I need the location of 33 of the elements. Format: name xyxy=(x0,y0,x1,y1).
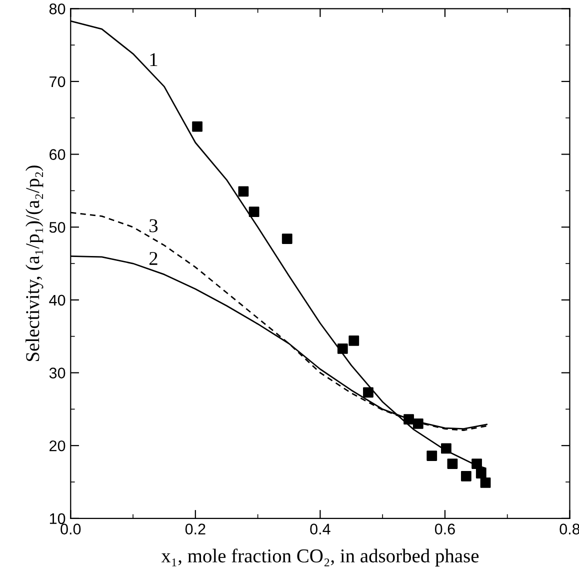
point xyxy=(480,478,491,488)
x-tick-label: 0.0 xyxy=(60,524,81,534)
point xyxy=(238,186,249,197)
point xyxy=(348,336,360,346)
y-tick-label: 20 xyxy=(50,440,66,452)
point xyxy=(337,344,348,354)
y-tick-label: 80 xyxy=(49,4,66,14)
point xyxy=(460,470,472,482)
y-tick-label: 10 xyxy=(50,513,66,524)
point xyxy=(363,387,374,398)
y-tick-label: 30 xyxy=(49,368,66,378)
y-tick-label: 50 xyxy=(49,222,66,233)
series-label: 1 xyxy=(150,53,158,66)
y-axis-title: Selectivity, (a₁/p₁)/(a₂/p₂) xyxy=(26,166,44,361)
point xyxy=(426,450,438,461)
x-tick-label: 0.6 xyxy=(434,524,455,534)
point xyxy=(476,468,486,478)
point xyxy=(282,234,292,244)
point xyxy=(248,206,260,218)
y-tick-label: 70 xyxy=(50,76,66,88)
series-label: 2 xyxy=(149,252,158,265)
x-tick-label: 0.4 xyxy=(310,524,330,534)
y-tick-label: 60 xyxy=(50,149,66,160)
point xyxy=(404,414,414,425)
x-tick-label: 0.2 xyxy=(185,524,206,534)
y-tick-label: 40 xyxy=(49,294,66,306)
series-label: 3 xyxy=(150,219,158,232)
point xyxy=(447,458,458,469)
point xyxy=(441,443,452,454)
point xyxy=(412,418,424,429)
point xyxy=(192,121,202,132)
point xyxy=(472,458,482,469)
x-axis-title: x₁, mole fraction CO₂, in adsorbed phase xyxy=(161,548,479,566)
